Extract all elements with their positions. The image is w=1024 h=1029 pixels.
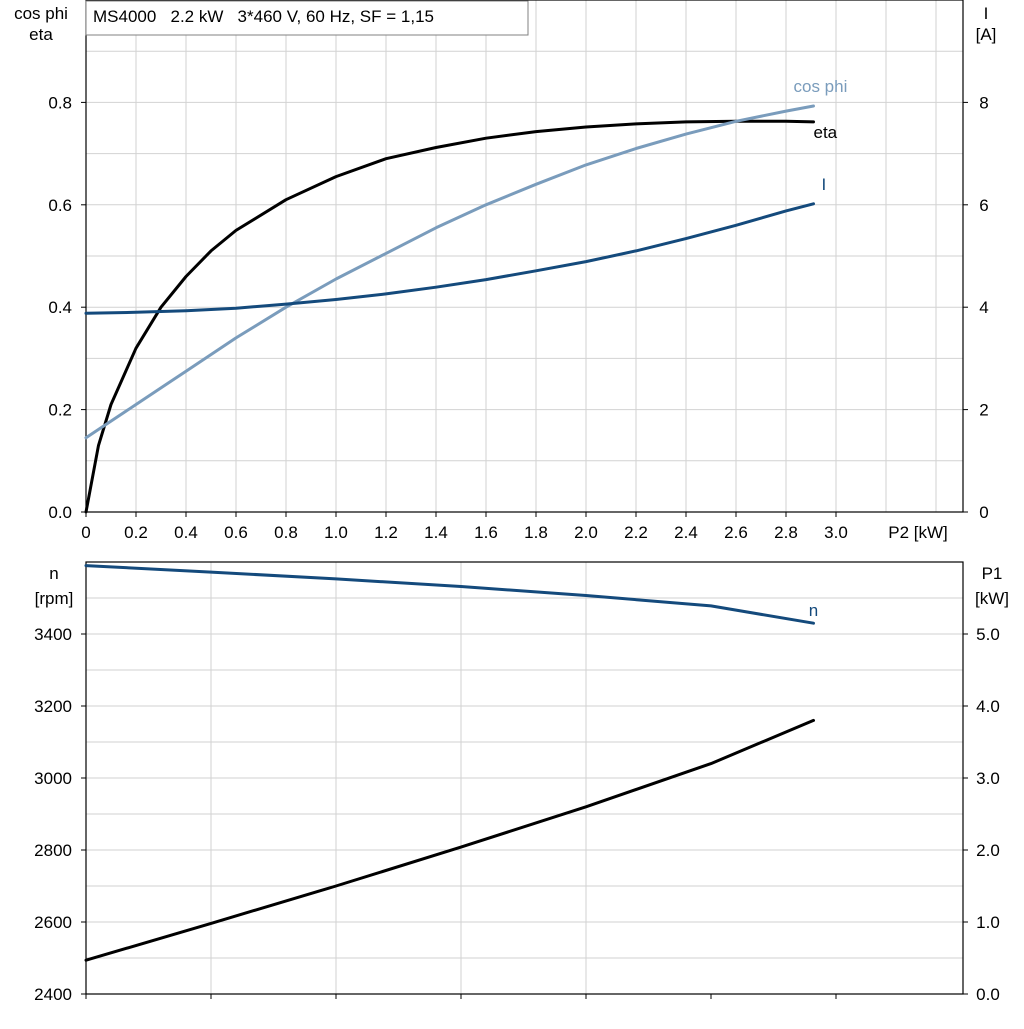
p1-tick-label: 5.0 (976, 625, 1000, 644)
series-line-cos-phi (84, 104, 815, 440)
x-tick-label: 2.8 (774, 523, 798, 542)
x-tick-label: 1.4 (424, 523, 448, 542)
top-text: MS4000 2.2 kW 3*460 V, 60 Hz, SF = 1,15 … (14, 0, 997, 542)
y-left-tick-label: 0.8 (48, 93, 72, 112)
bottom-grid (86, 562, 963, 994)
p1-tick-label: 1.0 (976, 913, 1000, 932)
y-left-tick-label: 0.6 (48, 196, 72, 215)
series-line-p1 (84, 718, 815, 962)
top-grid (86, 0, 963, 512)
bottom-left-axis-label-line2: [rpm] (35, 589, 74, 608)
y-right-tick-label: 4 (979, 298, 988, 317)
n-tick-label: 2600 (34, 913, 72, 932)
x-tick-label: 0.2 (124, 523, 148, 542)
series-label-i: I (822, 175, 827, 194)
x-tick-label: 2.2 (624, 523, 648, 542)
n-tick-label: 3000 (34, 769, 72, 788)
top-plot-frame (85, 0, 964, 513)
n-tick-label: 3400 (34, 625, 72, 644)
top-right-axis-label-line1: I (984, 4, 989, 23)
series-line-n (84, 564, 815, 625)
y-right-tick-label: 0 (979, 503, 988, 522)
bottom-series (84, 564, 815, 962)
x-tick-label: 0.6 (224, 523, 248, 542)
x-tick-label: 1.0 (324, 523, 348, 542)
x-tick-label: 0.4 (174, 523, 198, 542)
y-right-tick-label: 8 (979, 93, 988, 112)
p1-tick-label: 2.0 (976, 841, 1000, 860)
title-box (85, 0, 529, 36)
x-tick-label: 2.0 (574, 523, 598, 542)
series-line-i (84, 202, 815, 315)
n-tick-label: 2800 (34, 841, 72, 860)
x-tick-label: 1.6 (474, 523, 498, 542)
chart-title: MS4000 2.2 kW 3*460 V, 60 Hz, SF = 1,15 (93, 7, 434, 26)
x-tick-label: 2.6 (724, 523, 748, 542)
y-right-tick-label: 6 (979, 196, 988, 215)
p1-tick-label: 4.0 (976, 697, 1000, 716)
n-tick-label: 2400 (34, 985, 72, 1004)
x-tick-label: 3.0 (824, 523, 848, 542)
top-right-axis-label-line2: [A] (976, 25, 997, 44)
x-axis-label: P2 [kW] (888, 523, 948, 542)
x-tick-label: 0 (81, 523, 90, 542)
p1-tick-label: 3.0 (976, 769, 1000, 788)
top-series (84, 104, 815, 514)
top-chart: MS4000 2.2 kW 3*460 V, 60 Hz, SF = 1,15 … (14, 0, 996, 542)
bottom-right-axis-label-line2: [kW] (975, 589, 1009, 608)
p1-tick-label: 0.0 (976, 985, 1000, 1004)
y-right-tick-label: 2 (979, 401, 988, 420)
x-tick-label: 1.8 (524, 523, 548, 542)
series-label-n: n (809, 601, 818, 620)
top-left-axis-label-line1: cos phi (14, 4, 68, 23)
series-line-eta (84, 119, 815, 514)
bottom-right-axis-label-line1: P1 (982, 564, 1003, 583)
y-left-tick-label: 0.0 (48, 503, 72, 522)
top-ticks (81, 101, 968, 517)
x-tick-label: 1.2 (374, 523, 398, 542)
bottom-left-axis-label-line1: n (49, 564, 58, 583)
bottom-chart: n [rpm] P1 [kW] 2400 2600 2800 3000 3200 3400… (34, 561, 1009, 1004)
bottom-ticks (81, 633, 968, 999)
bottom-text: n [rpm] P1 [kW] 2400 2600 2800 3000 3200 3400… (34, 564, 1009, 1004)
series-label-eta: eta (814, 123, 838, 142)
y-left-tick-label: 0.2 (48, 401, 72, 420)
x-tick-label: 0.8 (274, 523, 298, 542)
series-label-cos-phi: cos phi (794, 77, 848, 96)
x-tick-label: 2.4 (674, 523, 698, 542)
n-tick-label: 3200 (34, 697, 72, 716)
top-left-axis-label-line2: eta (29, 25, 53, 44)
y-left-tick-label: 0.4 (48, 298, 72, 317)
